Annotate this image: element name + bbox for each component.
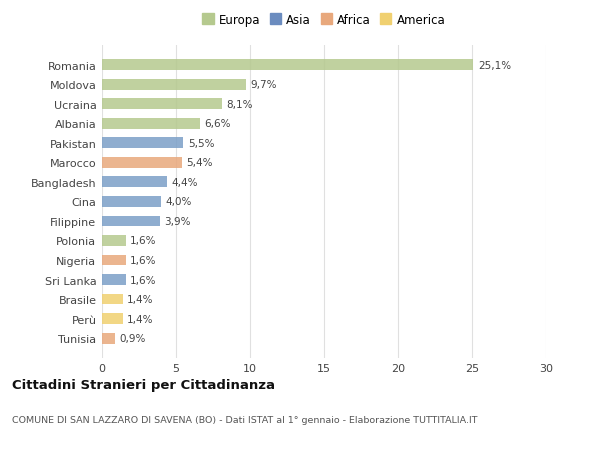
Text: 4,4%: 4,4% [172, 178, 198, 187]
Text: COMUNE DI SAN LAZZARO DI SAVENA (BO) - Dati ISTAT al 1° gennaio - Elaborazione T: COMUNE DI SAN LAZZARO DI SAVENA (BO) - D… [12, 415, 478, 425]
Text: 9,7%: 9,7% [250, 80, 277, 90]
Bar [102, 235, 125, 246]
Bar [102, 157, 182, 168]
Text: 1,6%: 1,6% [130, 236, 157, 246]
Bar [102, 255, 125, 266]
Text: 0,9%: 0,9% [120, 334, 146, 343]
Bar [102, 274, 125, 285]
Text: 8,1%: 8,1% [226, 100, 253, 109]
Bar [102, 138, 184, 149]
Text: 1,6%: 1,6% [130, 256, 157, 265]
Bar [102, 196, 161, 207]
Text: Cittadini Stranieri per Cittadinanza: Cittadini Stranieri per Cittadinanza [12, 379, 275, 392]
Bar [102, 216, 160, 227]
Text: 6,6%: 6,6% [204, 119, 230, 129]
Bar [102, 313, 123, 325]
Text: 3,9%: 3,9% [164, 217, 191, 226]
Bar [102, 118, 200, 129]
Text: 5,5%: 5,5% [188, 139, 214, 148]
Text: 1,4%: 1,4% [127, 314, 154, 324]
Bar [102, 294, 123, 305]
Text: 4,0%: 4,0% [166, 197, 192, 207]
Bar [102, 177, 167, 188]
Text: 1,4%: 1,4% [127, 295, 154, 304]
Text: 25,1%: 25,1% [478, 61, 511, 70]
Bar [102, 60, 473, 71]
Text: 5,4%: 5,4% [187, 158, 213, 168]
Bar [102, 333, 115, 344]
Bar [102, 79, 245, 90]
Legend: Europa, Asia, Africa, America: Europa, Asia, Africa, America [200, 11, 448, 29]
Bar [102, 99, 222, 110]
Text: 1,6%: 1,6% [130, 275, 157, 285]
